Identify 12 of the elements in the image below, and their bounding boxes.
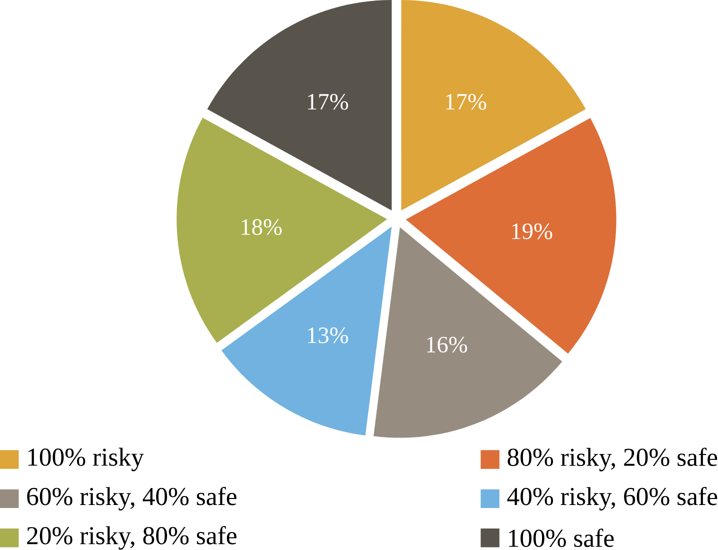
legend-label: 100% safe (508, 528, 614, 548)
legend-label: 80% risky, 20% safe (508, 448, 718, 472)
legend-label: 60% risky, 40% safe (27, 486, 236, 511)
data-label: 18% (242, 219, 282, 236)
data-label: 19% (512, 224, 552, 240)
legend-label: 100% risky (28, 448, 144, 472)
data-label: 17% (308, 94, 348, 110)
legend-label: 40% risky, 60% safe (507, 486, 718, 511)
data-label: 13% (308, 328, 348, 344)
legend-label: 20% risky, 80% safe (27, 526, 236, 550)
data-label: 16% (427, 336, 468, 353)
data-label: 17% (446, 94, 486, 110)
